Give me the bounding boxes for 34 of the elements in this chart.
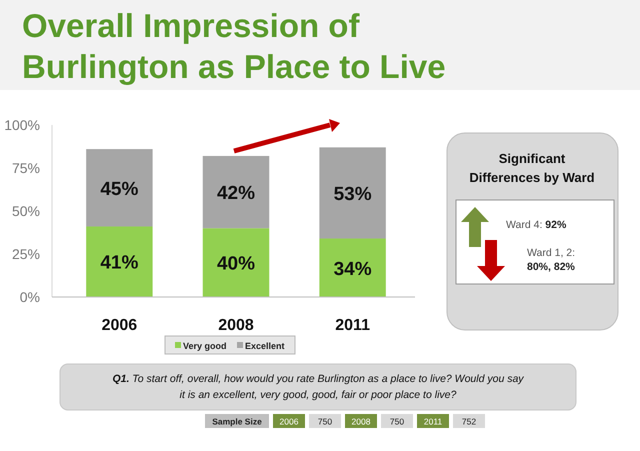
bar xyxy=(202,228,270,297)
text: 752 xyxy=(462,416,476,426)
text: Ward 4: 92% xyxy=(506,219,567,231)
data-label: 45% xyxy=(100,178,139,200)
text: Significant Differences by Ward xyxy=(469,151,595,185)
y-tick-label: 100% xyxy=(4,117,40,133)
data-label: 41% xyxy=(100,252,139,274)
x-tick-label: 2011 xyxy=(335,317,370,334)
y-tick-label: 0% xyxy=(20,289,40,305)
text: 2011 xyxy=(424,416,442,426)
legend-label: Very good xyxy=(183,341,227,351)
data-label: 40% xyxy=(216,254,256,275)
x-tick-label: 2006 xyxy=(102,317,138,334)
y-tick-label: 75% xyxy=(12,160,40,176)
bar xyxy=(319,238,386,297)
y-tick-label: 50% xyxy=(12,203,40,219)
text: 750 xyxy=(318,416,332,426)
bar xyxy=(202,156,270,228)
text: 2006 xyxy=(280,416,299,426)
text: Sample Size xyxy=(212,416,262,426)
bar xyxy=(86,226,153,297)
bar xyxy=(319,147,386,239)
chart-title: Overall Impression of Burlington as Place to Live xyxy=(22,7,446,85)
text: Q1. To start off, overall, how would you rate Burlington as a place to live? Would you say it is an excellent, very good, good, fair or poor place to live? xyxy=(112,373,524,401)
legend-label: Excellent xyxy=(245,341,285,351)
text: 2008 xyxy=(352,416,371,426)
data-label: 42% xyxy=(216,183,256,204)
text: Ward 1, 2: 80%, 82% xyxy=(527,247,576,273)
bar xyxy=(86,149,153,226)
data-label: 34% xyxy=(334,258,372,280)
y-tick-label: 25% xyxy=(12,246,40,262)
x-tick-label: 2008 xyxy=(218,317,254,334)
text: 750 xyxy=(390,416,404,426)
data-label: 53% xyxy=(334,184,372,205)
